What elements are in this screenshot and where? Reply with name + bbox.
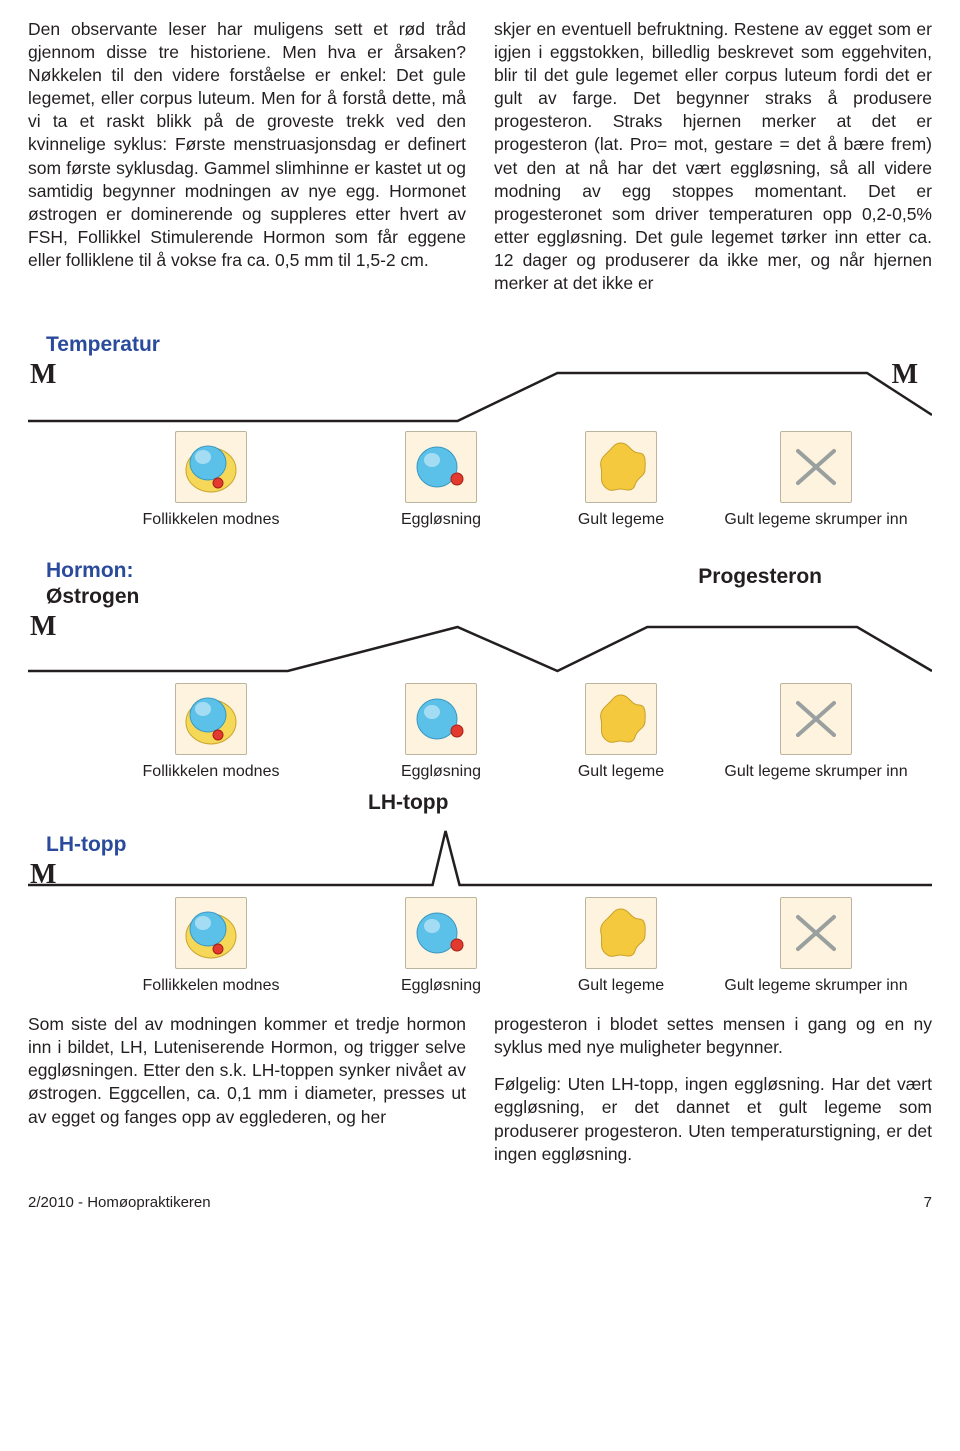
caption-gult: Gult legeme bbox=[578, 511, 664, 529]
tile-egglosning-icon-3 bbox=[405, 897, 477, 969]
icon-row-2: Follikkelen modnes Eggløsning bbox=[28, 681, 932, 781]
cell-gult-2: Gult legeme bbox=[536, 683, 706, 781]
tile-skrumper-icon-2 bbox=[780, 683, 852, 755]
tile-skrumper-icon-3 bbox=[780, 897, 852, 969]
paragraph-bottom-right-a: progesteron i blodet settes mensen i gan… bbox=[494, 1013, 932, 1059]
caption-follikkelen: Follikkelen modnes bbox=[143, 511, 280, 529]
tile-gult-icon bbox=[585, 431, 657, 503]
lh-topp-mid-label: LH-topp bbox=[368, 791, 932, 815]
temperatur-block: Temperatur M M Follikkelen modnes bbox=[28, 333, 932, 529]
article-top-columns: Den observante leser har muligens sett e… bbox=[28, 18, 932, 295]
heading-progesteron: Progesteron bbox=[698, 565, 822, 589]
hormon-curve bbox=[28, 613, 932, 681]
paragraph-bottom-left: Som siste del av modningen kommer et tre… bbox=[28, 1013, 466, 1128]
lh-curve bbox=[28, 827, 932, 895]
tile-gult-icon-2 bbox=[585, 683, 657, 755]
caption-gult-3: Gult legeme bbox=[578, 977, 664, 995]
caption-skrumper-2: Gult legeme skrumper inn bbox=[724, 763, 907, 781]
m-right: M bbox=[892, 359, 918, 391]
m-left-2: M bbox=[30, 611, 56, 643]
tile-follicle-icon-3 bbox=[175, 897, 247, 969]
caption-gult-2: Gult legeme bbox=[578, 763, 664, 781]
cell-egglosning-2: Eggløsning bbox=[346, 683, 536, 781]
cell-skrumper-2: Gult legeme skrumper inn bbox=[706, 683, 926, 781]
cell-follikkelen-3: Follikkelen modnes bbox=[76, 897, 346, 995]
lh-block: LH-topp M Follikkelen modnes bbox=[28, 833, 932, 995]
footer-right: 7 bbox=[924, 1194, 932, 1211]
caption-egglosning-2: Eggløsning bbox=[401, 763, 481, 781]
tile-egglosning-icon bbox=[405, 431, 477, 503]
footer: 2/2010 - Homøopraktikeren 7 bbox=[28, 1194, 932, 1211]
caption-egglosning: Eggløsning bbox=[401, 511, 481, 529]
tile-gult-icon-3 bbox=[585, 897, 657, 969]
caption-egglosning-3: Eggløsning bbox=[401, 977, 481, 995]
m-left: M bbox=[30, 359, 56, 391]
paragraph-top-left: Den observante leser har muligens sett e… bbox=[28, 18, 466, 272]
caption-follikkelen-3: Follikkelen modnes bbox=[143, 977, 280, 995]
icon-row-1: Follikkelen modnes Eggløsning bbox=[28, 429, 932, 529]
cell-gult-3: Gult legeme bbox=[536, 897, 706, 995]
temperatur-curve bbox=[28, 361, 932, 429]
cell-follikkelen-2: Follikkelen modnes bbox=[76, 683, 346, 781]
caption-follikkelen-2: Follikkelen modnes bbox=[143, 763, 280, 781]
hormon-block: Progesteron Hormon: Østrogen M Follikkel… bbox=[28, 559, 932, 815]
cell-egglosning: Eggløsning bbox=[346, 431, 536, 529]
tile-skrumper-icon bbox=[780, 431, 852, 503]
cell-egglosning-3: Eggløsning bbox=[346, 897, 536, 995]
cell-follikkelen: Follikkelen modnes bbox=[76, 431, 346, 529]
cell-skrumper: Gult legeme skrumper inn bbox=[706, 431, 926, 529]
caption-skrumper-3: Gult legeme skrumper inn bbox=[724, 977, 907, 995]
paragraph-bottom-right-b: Følgelig: Uten LH-topp, ingen eggløsning… bbox=[494, 1073, 932, 1165]
icon-row-3: Follikkelen modnes Eggløsning bbox=[28, 895, 932, 995]
cell-gult: Gult legeme bbox=[536, 431, 706, 529]
cell-skrumper-3: Gult legeme skrumper inn bbox=[706, 897, 926, 995]
tile-follicle-icon bbox=[175, 431, 247, 503]
caption-skrumper: Gult legeme skrumper inn bbox=[724, 511, 907, 529]
tile-follicle-icon-2 bbox=[175, 683, 247, 755]
article-bottom-columns: Som siste del av modningen kommer et tre… bbox=[28, 1013, 932, 1166]
footer-left: 2/2010 - Homøopraktikeren bbox=[28, 1194, 211, 1211]
tile-egglosning-icon-2 bbox=[405, 683, 477, 755]
diagram-section: Temperatur M M Follikkelen modnes bbox=[28, 333, 932, 995]
paragraph-top-right: skjer en eventuell befruktning. Restene … bbox=[494, 18, 932, 295]
heading-temperatur: Temperatur bbox=[28, 333, 932, 357]
